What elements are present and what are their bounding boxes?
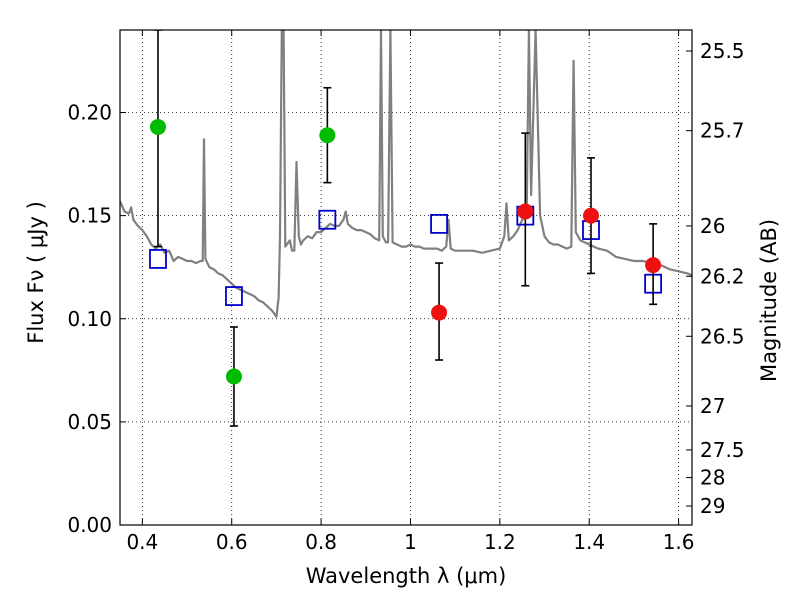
data-point	[645, 257, 662, 274]
x-tick-label: 1.6	[663, 530, 695, 554]
x-tick-label: 1.2	[484, 530, 516, 554]
x-axis-label: Wavelength λ (μm)	[306, 564, 507, 588]
ticks: 0.4 0.6 0.8 1 1.2 1.4 1.6 0.00 0.05 0.10 0.15 0.20 2…	[67, 30, 745, 554]
data-point	[517, 203, 534, 220]
grid	[120, 30, 692, 525]
y2-tick-label: 26.2	[700, 264, 745, 288]
x-tick-label: 0.6	[216, 530, 248, 554]
y2-tick-label: 29	[700, 494, 725, 518]
data-point	[225, 368, 242, 385]
y2-axis-label: Magnitude (AB)	[757, 219, 781, 382]
model-square	[225, 286, 243, 306]
y-tick-label: 0.20	[67, 101, 112, 125]
model-square	[149, 249, 167, 269]
model-square	[430, 213, 448, 234]
x-tick-label: 0.4	[126, 530, 158, 554]
x-tick-label: 0.8	[305, 530, 337, 554]
data-point	[583, 207, 600, 224]
data-point	[431, 304, 448, 321]
plot-data	[120, 30, 692, 427]
data-point	[319, 127, 336, 144]
y-tick-label: 0.10	[67, 307, 112, 331]
plot-frame	[119, 29, 693, 526]
y2-tick-label: 25.5	[700, 39, 745, 63]
y2-tick-label: 25.7	[700, 119, 745, 143]
model-square	[318, 209, 337, 230]
y2-tick-label: 27	[700, 394, 725, 418]
spectrum-line	[120, 30, 692, 318]
x-tick-label: 1.4	[573, 530, 605, 554]
y-tick-label: 0.15	[67, 204, 112, 228]
y2-tick-label: 27.5	[700, 438, 745, 462]
data-point	[149, 118, 166, 135]
x-tick-label: 1	[404, 530, 417, 554]
y-tick-label: 0.05	[67, 410, 112, 434]
y2-tick-label: 26.5	[700, 324, 745, 348]
y-tick-label: 0.00	[67, 513, 112, 537]
y-axis-label: Flux Fν ( μJy )	[24, 201, 48, 344]
y2-tick-label: 28	[700, 466, 725, 490]
y2-tick-label: 26	[700, 214, 725, 238]
